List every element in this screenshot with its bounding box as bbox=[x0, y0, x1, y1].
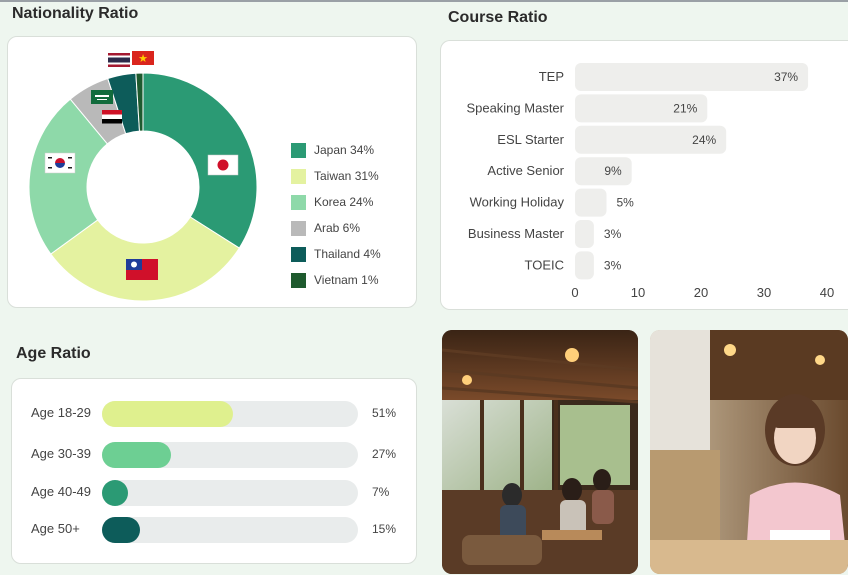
age-title: Age Ratio bbox=[16, 345, 91, 362]
legend-item-arab: Arab 6% bbox=[291, 215, 381, 241]
legend-swatch bbox=[291, 272, 306, 288]
age-progress-fill bbox=[102, 442, 172, 468]
age-percent-label: 27% bbox=[372, 447, 397, 461]
age-row: Age 40-49 7% bbox=[12, 480, 418, 506]
svg-text:★: ★ bbox=[138, 52, 148, 65]
course-category-label: Business Master bbox=[468, 226, 565, 241]
course-bar bbox=[575, 220, 594, 248]
nationality-card: ★ Japan 34% Taiwan 31% Korea 24% Arab 6% Tha… bbox=[7, 36, 417, 308]
student-studying-photo bbox=[650, 330, 848, 574]
age-row: Age 18-29 51% bbox=[12, 401, 418, 427]
course-category-label: Active Senior bbox=[487, 163, 564, 178]
legend-swatch bbox=[291, 220, 306, 236]
course-card: TEP 37% Speaking Master 21% ESL Starter 24% Ac… bbox=[440, 40, 848, 310]
age-label: Age 30-39 bbox=[31, 446, 91, 461]
age-progress-track bbox=[102, 517, 358, 543]
legend-label: Taiwan 31% bbox=[314, 169, 379, 183]
korea-flag-icon bbox=[44, 152, 76, 174]
course-bar-chart: TEP 37% Speaking Master 21% ESL Starter 24% Ac… bbox=[466, 63, 834, 300]
legend-swatch bbox=[291, 194, 306, 210]
donut-slice-japan bbox=[142, 72, 258, 249]
legend-swatch bbox=[291, 142, 306, 158]
age-progress-fill bbox=[102, 480, 128, 506]
course-value-label: 37% bbox=[774, 70, 798, 84]
legend-item-thailand: Thailand 4% bbox=[291, 241, 381, 267]
age-progress-fill bbox=[102, 517, 141, 543]
top-border bbox=[0, 0, 848, 2]
course-bar bbox=[575, 94, 708, 123]
nationality-donut-chart: ★ bbox=[28, 51, 258, 302]
age-label: Age 40-49 bbox=[31, 484, 91, 499]
course-x-tick-label: 30 bbox=[757, 285, 771, 300]
legend-label: Korea 24% bbox=[314, 195, 374, 209]
course-value-label: 21% bbox=[673, 101, 697, 115]
course-value-label: 9% bbox=[604, 164, 622, 178]
legend-label: Vietnam 1% bbox=[314, 273, 379, 287]
legend-item-taiwan: Taiwan 31% bbox=[291, 163, 381, 189]
course-bar bbox=[575, 251, 594, 280]
course-value-label: 3% bbox=[604, 258, 622, 272]
course-bar bbox=[575, 63, 809, 91]
course-bar bbox=[575, 188, 607, 217]
age-progress-fill bbox=[102, 401, 233, 427]
course-category-label: Working Holiday bbox=[470, 195, 565, 210]
japan-flag-icon bbox=[207, 154, 239, 176]
vietnam-flag-icon: ★ bbox=[132, 51, 154, 65]
cafe-group-photo bbox=[442, 330, 638, 574]
age-card: Age 18-29 51% Age 30-39 27% Age 40-49 7% Age 5… bbox=[11, 378, 417, 564]
nationality-title: Nationality Ratio bbox=[12, 5, 139, 22]
course-title: Course Ratio bbox=[448, 9, 548, 26]
egypt-flag-icon bbox=[102, 110, 122, 124]
course-category-label: TEP bbox=[539, 69, 564, 84]
course-category-label: ESL Starter bbox=[497, 132, 564, 147]
course-x-tick-label: 40 bbox=[820, 285, 834, 300]
age-percent-label: 15% bbox=[372, 522, 397, 536]
saudi-flag-icon bbox=[91, 90, 113, 104]
thailand-flag-icon bbox=[108, 53, 130, 67]
age-progress-track bbox=[102, 442, 358, 468]
legend-swatch bbox=[291, 246, 306, 262]
course-value-label: 5% bbox=[617, 196, 635, 210]
donut-slice-vietnam bbox=[135, 72, 144, 132]
nationality-legend: Japan 34% Taiwan 31% Korea 24% Arab 6% Thail… bbox=[291, 137, 381, 293]
donut-slice-korea bbox=[28, 98, 109, 255]
course-category-label: Speaking Master bbox=[466, 100, 564, 115]
course-category-label: TOEIC bbox=[525, 257, 565, 272]
age-progress-track bbox=[102, 480, 358, 506]
course-x-tick-label: 10 bbox=[631, 285, 645, 300]
age-percent-label: 51% bbox=[372, 406, 397, 420]
taiwan-flag-icon bbox=[126, 259, 158, 280]
legend-label: Thailand 4% bbox=[314, 247, 381, 261]
legend-label: Japan 34% bbox=[314, 143, 375, 157]
legend-label: Arab 6% bbox=[314, 221, 361, 235]
legend-item-vietnam: Vietnam 1% bbox=[291, 267, 381, 293]
legend-swatch bbox=[291, 168, 306, 184]
course-x-tick-label: 0 bbox=[571, 285, 578, 300]
age-row: Age 30-39 27% bbox=[12, 442, 418, 468]
age-row: Age 50+ 15% bbox=[12, 517, 418, 543]
age-label: Age 18-29 bbox=[31, 405, 91, 420]
course-value-label: 3% bbox=[604, 227, 622, 241]
legend-item-japan: Japan 34% bbox=[291, 137, 381, 163]
course-bar bbox=[575, 125, 727, 154]
age-progress-track bbox=[102, 401, 358, 427]
course-value-label: 24% bbox=[692, 133, 716, 147]
course-bar bbox=[575, 157, 632, 186]
legend-item-korea: Korea 24% bbox=[291, 189, 381, 215]
course-x-tick-label: 20 bbox=[694, 285, 708, 300]
age-label: Age 50+ bbox=[31, 521, 80, 536]
age-percent-label: 7% bbox=[372, 485, 390, 499]
